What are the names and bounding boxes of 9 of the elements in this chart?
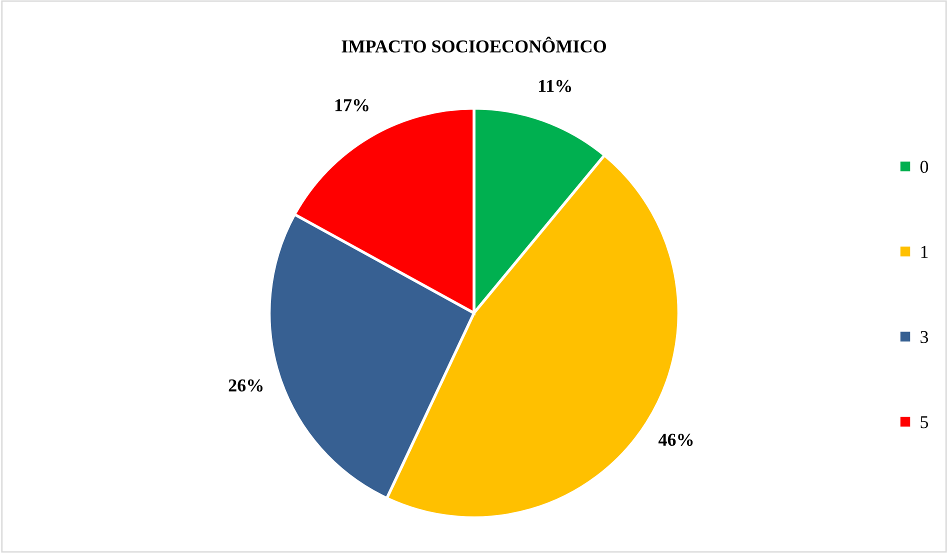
chart-title: IMPACTO SOCIOECONÔMICO — [342, 36, 606, 53]
legend-label: 5 — [920, 416, 928, 428]
data-label: 46% — [658, 434, 693, 446]
legend-label: 3 — [920, 330, 928, 344]
data-label: 26% — [228, 379, 263, 392]
data-label: 17% — [335, 99, 368, 112]
legend-label: 1 — [921, 246, 928, 258]
legend-label: 0 — [920, 160, 928, 173]
data-label: 11% — [539, 80, 572, 92]
